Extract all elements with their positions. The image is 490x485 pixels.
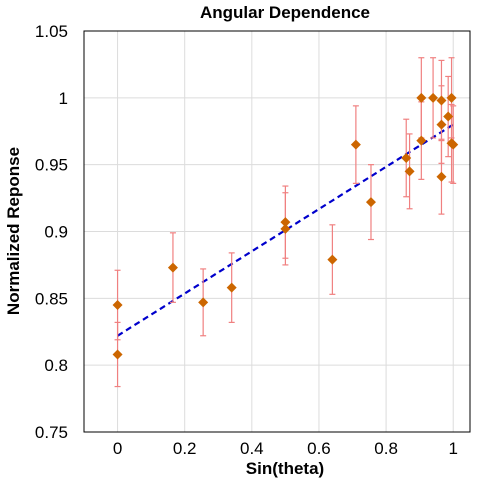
x-tick-label: 0.8 bbox=[374, 439, 398, 458]
grid bbox=[84, 31, 470, 432]
data-point bbox=[280, 223, 291, 234]
chart-title: Angular Dependence bbox=[200, 3, 370, 22]
x-tick-labels: 0 0.2 0.4 0.6 0.8 1 bbox=[113, 439, 458, 458]
marker-layer bbox=[112, 92, 459, 360]
data-point bbox=[404, 166, 415, 177]
y-axis-label: Normalized Reponse bbox=[4, 147, 23, 315]
x-tick-label: 0.4 bbox=[240, 439, 264, 458]
x-axis-label: Sin(theta) bbox=[246, 459, 324, 478]
data-point bbox=[327, 254, 338, 265]
data-point bbox=[416, 92, 427, 103]
y-tick-label: 0.85 bbox=[35, 289, 68, 308]
fit-line-layer bbox=[116, 123, 454, 337]
y-tick-labels: 0.75 0.8 0.85 0.9 0.95 1 1.05 bbox=[35, 22, 68, 442]
data-point bbox=[112, 300, 123, 311]
x-tick-label: 1 bbox=[448, 439, 457, 458]
data-point bbox=[226, 282, 237, 293]
y-tick-label: 0.95 bbox=[35, 156, 68, 175]
data-point bbox=[448, 139, 459, 150]
data-point bbox=[436, 171, 447, 182]
data-point bbox=[112, 349, 123, 360]
data-point bbox=[443, 111, 454, 122]
y-tick-label: 0.75 bbox=[35, 423, 68, 442]
data-point bbox=[428, 92, 439, 103]
data-point bbox=[401, 152, 412, 163]
data-point bbox=[365, 197, 376, 208]
fit-line bbox=[116, 123, 454, 337]
data-point bbox=[446, 92, 457, 103]
data-point bbox=[280, 217, 291, 228]
x-tick-label: 0 bbox=[113, 439, 122, 458]
data-point bbox=[198, 297, 209, 308]
x-tick-label: 0.6 bbox=[307, 439, 331, 458]
data-point bbox=[167, 262, 178, 273]
data-point bbox=[350, 139, 361, 150]
data-point bbox=[436, 95, 447, 106]
x-tick-label: 0.2 bbox=[173, 439, 197, 458]
y-tick-label: 0.8 bbox=[44, 356, 68, 375]
y-tick-label: 0.9 bbox=[44, 223, 68, 242]
data-point bbox=[436, 119, 447, 130]
y-tick-label: 1.05 bbox=[35, 22, 68, 41]
y-tick-label: 1 bbox=[59, 89, 68, 108]
data-point bbox=[416, 135, 427, 146]
plot-frame bbox=[83, 30, 471, 433]
